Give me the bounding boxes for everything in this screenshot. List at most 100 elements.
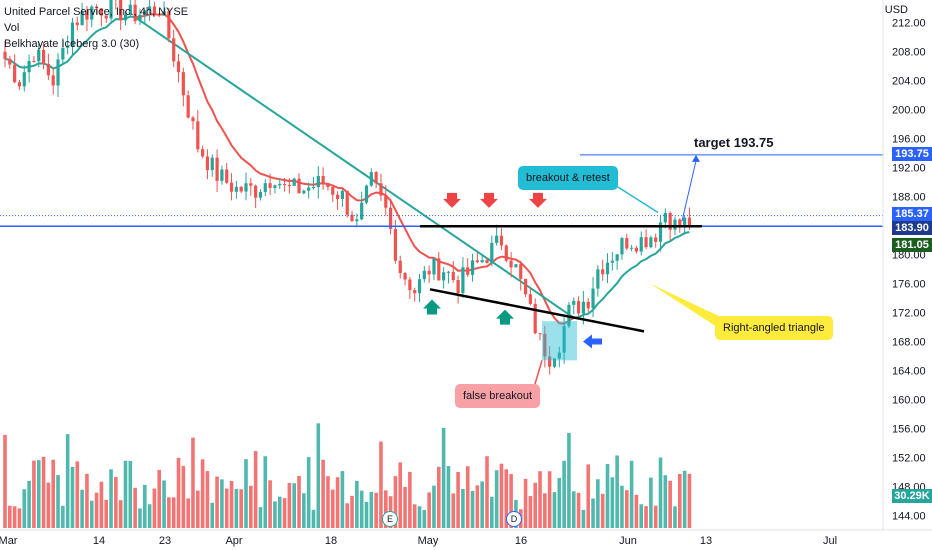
y-tick-label: 156.00 — [892, 424, 926, 436]
volume-bar — [653, 505, 658, 528]
candle — [128, 0, 132, 16]
volume-bar — [335, 477, 340, 528]
resistance-touch-arrow — [480, 192, 498, 208]
volume-indicator-label[interactable]: Vol — [4, 22, 20, 34]
breakout-retest-callout[interactable]: breakout & retest — [518, 166, 618, 190]
candle — [119, 0, 123, 31]
candle-body — [292, 178, 296, 186]
volume-bar — [8, 505, 12, 528]
candle-body — [41, 49, 46, 64]
candle-body — [384, 195, 388, 208]
candle — [56, 53, 60, 97]
triangle-callout[interactable]: Right-angled triangle — [715, 316, 833, 340]
earnings-marker[interactable]: E — [382, 511, 398, 527]
volume-bar — [263, 456, 268, 528]
volume-bar — [205, 471, 210, 528]
y-tick-label: 180.00 — [892, 250, 926, 262]
candle-body — [138, 14, 142, 22]
currency-label: USD — [884, 4, 908, 16]
volume-bar — [181, 465, 186, 528]
volume-bar — [22, 489, 27, 528]
volume-bar — [673, 506, 677, 528]
volume-bar — [123, 460, 128, 528]
volume-bar — [162, 480, 166, 528]
candle — [326, 182, 330, 191]
volume-bar — [432, 485, 436, 528]
candle — [586, 298, 590, 313]
symbol-title[interactable]: United Parcel Service, Inc., 4h, NYSE — [4, 6, 189, 18]
target-label[interactable]: target 193.75 — [694, 135, 774, 150]
candle-body — [446, 271, 451, 273]
candle — [374, 170, 378, 189]
candle — [528, 287, 532, 306]
candle-body — [13, 64, 17, 83]
candle — [335, 191, 340, 210]
volume-bar — [326, 476, 330, 528]
candle-body — [596, 269, 600, 289]
candle-body — [316, 175, 320, 188]
volume-bar — [523, 478, 528, 528]
volume-bar — [147, 504, 152, 528]
iceberg-indicator-label[interactable]: Belkhayate Iceberg 3.0 (30) — [4, 38, 140, 50]
volume-bar — [12, 506, 17, 528]
candle-body — [210, 157, 214, 171]
candle — [572, 297, 576, 315]
volume-bar — [490, 496, 494, 528]
volume-bar — [393, 476, 398, 528]
candle — [75, 16, 79, 31]
volume-bar — [408, 471, 412, 528]
y-tick-label: 204.00 — [892, 76, 926, 88]
candle-body — [51, 75, 55, 86]
candle — [176, 54, 181, 83]
volume-bar — [152, 488, 157, 528]
volume-bar — [398, 462, 403, 528]
x-tick-label: 18 — [325, 535, 337, 547]
candle-body — [196, 121, 200, 150]
candle-body — [456, 280, 460, 294]
candle-body — [3, 51, 7, 59]
y-tick-label: 152.00 — [892, 453, 926, 465]
volume-bar — [258, 507, 263, 528]
candle-body — [552, 358, 557, 367]
volume-bar — [3, 434, 7, 528]
x-tick-label: Mar — [0, 535, 18, 547]
volume-bar — [133, 487, 137, 528]
volume-bar — [456, 472, 460, 528]
volume-bar — [277, 496, 282, 528]
volume-bar — [56, 475, 60, 528]
volume-bar — [465, 466, 470, 528]
dividend-marker[interactable]: D — [506, 511, 522, 527]
candle-body — [523, 278, 528, 295]
candle — [605, 253, 610, 283]
candle-body — [167, 11, 171, 39]
candle — [369, 168, 373, 187]
candle — [456, 275, 460, 304]
candle — [51, 67, 55, 95]
volume-bar — [253, 451, 258, 528]
candle — [475, 253, 479, 264]
volume-bar — [157, 469, 162, 528]
support-touch-arrow — [423, 299, 441, 315]
candle — [220, 165, 224, 185]
candle — [215, 149, 219, 192]
candle-body — [615, 254, 619, 261]
volume-bar — [422, 509, 427, 528]
y-tick-label: 200.00 — [892, 105, 926, 117]
volume-bar — [186, 498, 190, 528]
candle — [533, 298, 537, 335]
candle — [451, 261, 455, 283]
candlesticks — [3, 0, 692, 375]
x-tick-label: Apr — [225, 535, 242, 547]
volume-bar — [412, 504, 417, 528]
candle — [654, 233, 658, 248]
candle-body — [225, 169, 229, 183]
y-tick-label: 212.00 — [892, 18, 926, 30]
false-breakout-callout[interactable]: false breakout — [455, 384, 541, 408]
candle-body — [355, 219, 359, 222]
volume-bar — [437, 466, 441, 528]
volume-bar — [282, 498, 287, 528]
volume-bar — [200, 459, 205, 528]
candle — [364, 184, 369, 205]
volume-bar — [196, 490, 200, 528]
